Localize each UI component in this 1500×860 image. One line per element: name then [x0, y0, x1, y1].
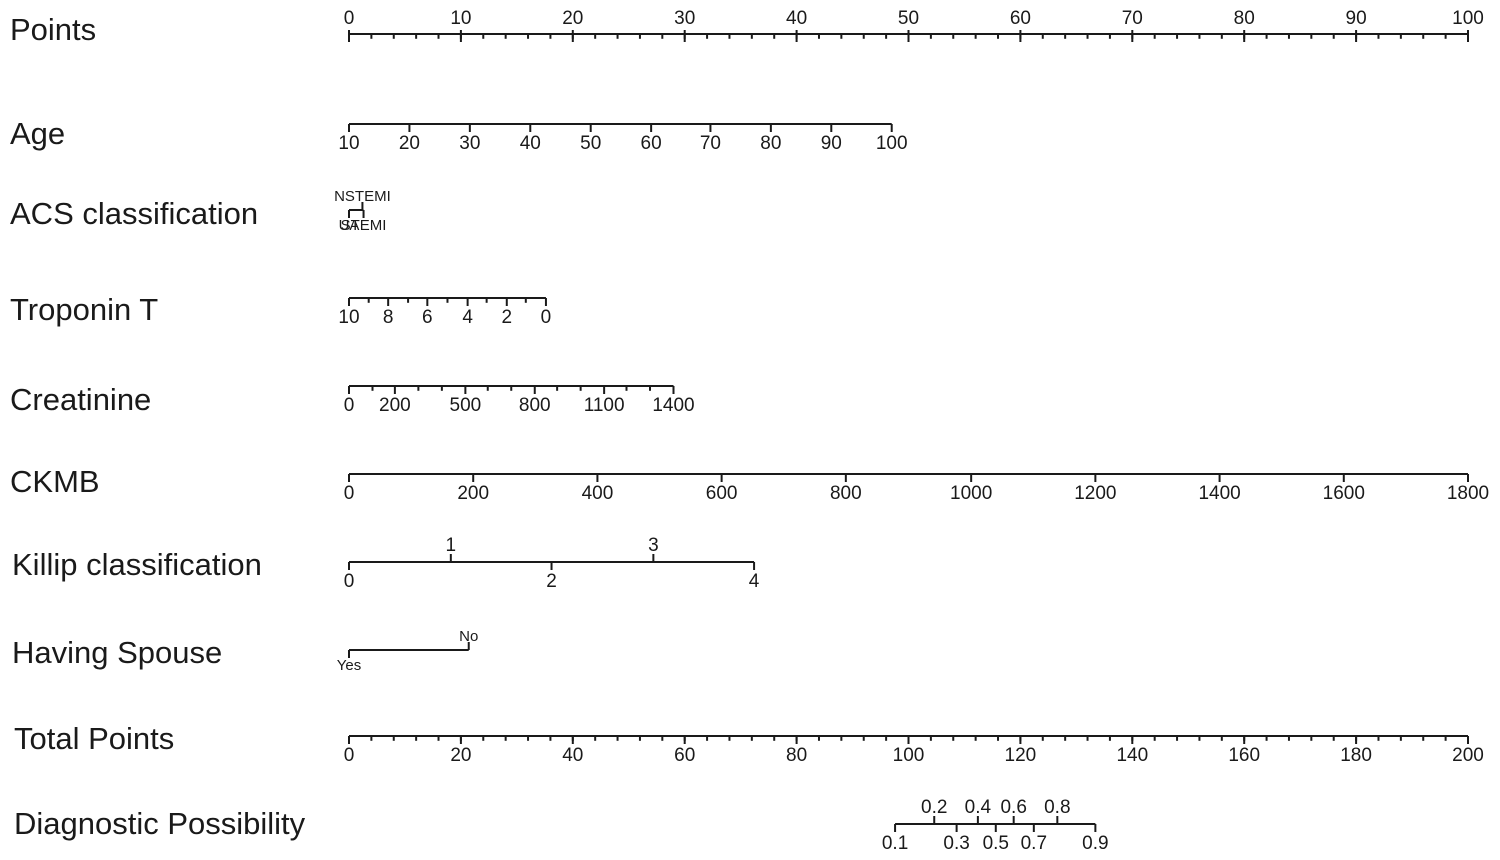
ckmb-tick-label: 600: [706, 483, 738, 504]
row-label-spouse: Having Spouse: [12, 635, 222, 670]
row-label-acs: ACS classification: [10, 196, 258, 231]
spouse-tick-label: No: [459, 628, 478, 645]
total-tick-label: 140: [1116, 745, 1148, 766]
points-tick-label: 30: [674, 8, 695, 29]
axis-spouse: Yes No: [337, 628, 479, 674]
axis-killip: 0 1 2 3 4: [344, 535, 760, 592]
axis-ckmb: 0 200 400 600 800 1000 1200 1400 1600 1800: [344, 473, 1489, 504]
creatinine-tick-label: 200: [379, 395, 411, 416]
ckmb-tick-label: 1600: [1323, 483, 1365, 504]
ckmb-tick-label: 800: [830, 483, 862, 504]
row-label-points: Points: [10, 12, 96, 47]
points-tick-label: 20: [562, 8, 583, 29]
creatinine-tick-label: 800: [519, 395, 551, 416]
troponin-tick-label: 10: [338, 307, 359, 328]
killip-tick-label: 0: [344, 571, 355, 592]
total-tick-label: 80: [786, 745, 807, 766]
ckmb-tick-label: 1200: [1074, 483, 1116, 504]
row-label-diagnostic: Diagnostic Possibility: [14, 806, 306, 841]
points-tick-label: 40: [786, 8, 807, 29]
creatinine-tick-label: 1100: [584, 395, 625, 416]
total-tick-label: 20: [450, 745, 471, 766]
troponin-tick-label: 6: [422, 307, 433, 328]
total-tick-label: 120: [1005, 745, 1037, 766]
troponin-tick-label: 8: [383, 307, 394, 328]
age-tick-label: 20: [399, 133, 420, 154]
ckmb-tick-label: 0: [344, 483, 355, 504]
creatinine-tick-label: 1400: [652, 395, 694, 416]
axis-points: 0 10 20 30 40 50 60 70 80 90 100: [344, 8, 1484, 42]
row-label-troponin: Troponin T: [10, 292, 158, 327]
points-tick-label: 60: [1010, 8, 1031, 29]
age-tick-label: 30: [459, 133, 480, 154]
row-label-killip: Killip classification: [12, 547, 262, 582]
creatinine-tick-label: 500: [450, 395, 482, 416]
total-tick-label: 200: [1452, 745, 1484, 766]
spouse-tick-label: Yes: [337, 657, 361, 674]
axis-creatinine: 0 200 500 800 1100 1400: [344, 385, 695, 416]
acs-tick-label: UA: [339, 217, 360, 234]
troponin-tick-label: 2: [501, 307, 512, 328]
points-tick-label: 10: [450, 8, 471, 29]
age-tick-label: 70: [700, 133, 721, 154]
ckmb-tick-label: 1000: [950, 483, 992, 504]
points-tick-label: 80: [1234, 8, 1255, 29]
age-tick-label: 60: [641, 133, 662, 154]
age-tick-label: 90: [821, 133, 842, 154]
axis-diagnostic: 0.1 0.2 0.3 0.4 0.5 0.6 0.7 0.8 0.9: [882, 797, 1109, 854]
age-tick-label: 80: [760, 133, 781, 154]
killip-tick-label: 4: [749, 571, 760, 592]
axis-total: 0 20 40 60 80 100 120 140 160 180 200: [344, 735, 1484, 766]
points-tick-label: 70: [1122, 8, 1143, 29]
ckmb-tick-label: 200: [457, 483, 489, 504]
row-label-creatinine: Creatinine: [10, 382, 151, 417]
points-tick-label: 90: [1346, 8, 1367, 29]
killip-tick-label: 2: [546, 571, 557, 592]
diagnostic-tick-label: 0.4: [965, 797, 992, 818]
row-label-age: Age: [10, 116, 65, 151]
row-label-ckmb: CKMB: [10, 464, 100, 499]
total-tick-label: 160: [1228, 745, 1260, 766]
killip-tick-label: 1: [446, 535, 457, 556]
axis-age: 10 20 30 40 50 60 70 80 90 100: [338, 123, 908, 154]
creatinine-tick-label: 0: [344, 395, 355, 416]
total-tick-label: 0: [344, 745, 355, 766]
age-tick-label: 50: [580, 133, 601, 154]
diagnostic-tick-label: 0.1: [882, 833, 908, 854]
diagnostic-tick-label: 0.9: [1082, 833, 1108, 854]
points-tick-label: 0: [344, 8, 355, 29]
diagnostic-tick-label: 0.3: [943, 833, 969, 854]
total-tick-label: 60: [674, 745, 695, 766]
total-tick-label: 40: [562, 745, 583, 766]
total-tick-label: 180: [1340, 745, 1372, 766]
diagnostic-tick-label: 0.8: [1044, 797, 1070, 818]
total-tick-label: 100: [893, 745, 925, 766]
diagnostic-tick-label: 0.6: [1000, 797, 1026, 818]
row-label-total: Total Points: [14, 721, 174, 756]
diagnostic-tick-label: 0.7: [1021, 833, 1047, 854]
troponin-tick-label: 4: [462, 307, 473, 328]
ckmb-tick-label: 1400: [1198, 483, 1240, 504]
axis-troponin: 10 8 6 4 2 0: [338, 297, 552, 328]
acs-tick-label: STEMI: [341, 217, 387, 234]
points-tick-label: 100: [1452, 8, 1484, 29]
age-tick-label: 100: [876, 133, 908, 154]
points-tick-label: 50: [898, 8, 919, 29]
age-tick-label: 10: [338, 133, 359, 154]
killip-tick-label: 3: [648, 535, 659, 556]
ckmb-tick-label: 1800: [1447, 483, 1489, 504]
diagnostic-tick-label: 0.5: [983, 833, 1009, 854]
diagnostic-tick-label: 0.2: [921, 797, 947, 818]
troponin-tick-label: 0: [541, 307, 552, 328]
acs-tick-label: NSTEMI: [334, 188, 391, 205]
ckmb-tick-label: 400: [582, 483, 614, 504]
age-tick-label: 40: [520, 133, 541, 154]
